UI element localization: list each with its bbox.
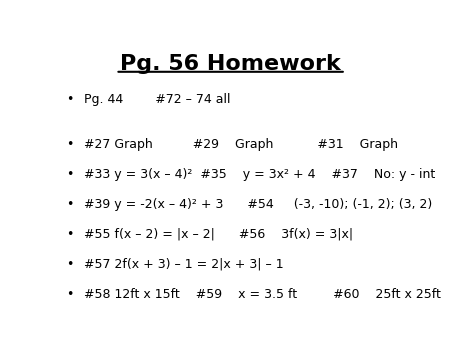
Text: #39 y = -2(x – 4)² + 3      #54     (-3, -10); (-1, 2); (3, 2): #39 y = -2(x – 4)² + 3 #54 (-3, -10); (-… — [84, 198, 432, 211]
Text: #58 12ft x 15ft    #59    x = 3.5 ft         #60    25ft x 25ft: #58 12ft x 15ft #59 x = 3.5 ft #60 25ft … — [84, 288, 441, 301]
Text: •: • — [67, 168, 74, 181]
Text: #27 Graph          #29    Graph           #31    Graph: #27 Graph #29 Graph #31 Graph — [84, 138, 398, 151]
Text: #33 y = 3(x – 4)²  #35    y = 3x² + 4    #37    No: y - int: #33 y = 3(x – 4)² #35 y = 3x² + 4 #37 No… — [84, 168, 436, 181]
Text: •: • — [67, 93, 74, 105]
Text: •: • — [67, 228, 74, 241]
Text: Pg. 44        #72 – 74 all: Pg. 44 #72 – 74 all — [84, 93, 231, 105]
Text: •: • — [67, 138, 74, 151]
Text: •: • — [67, 288, 74, 301]
Text: Pg. 56 Homework: Pg. 56 Homework — [120, 54, 341, 74]
Text: #57 2f(x + 3) – 1 = 2|x + 3| – 1: #57 2f(x + 3) – 1 = 2|x + 3| – 1 — [84, 258, 284, 271]
Text: •: • — [67, 258, 74, 271]
Text: •: • — [67, 198, 74, 211]
Text: #55 f(x – 2) = |x – 2|      #56    3f(x) = 3|x|: #55 f(x – 2) = |x – 2| #56 3f(x) = 3|x| — [84, 228, 353, 241]
